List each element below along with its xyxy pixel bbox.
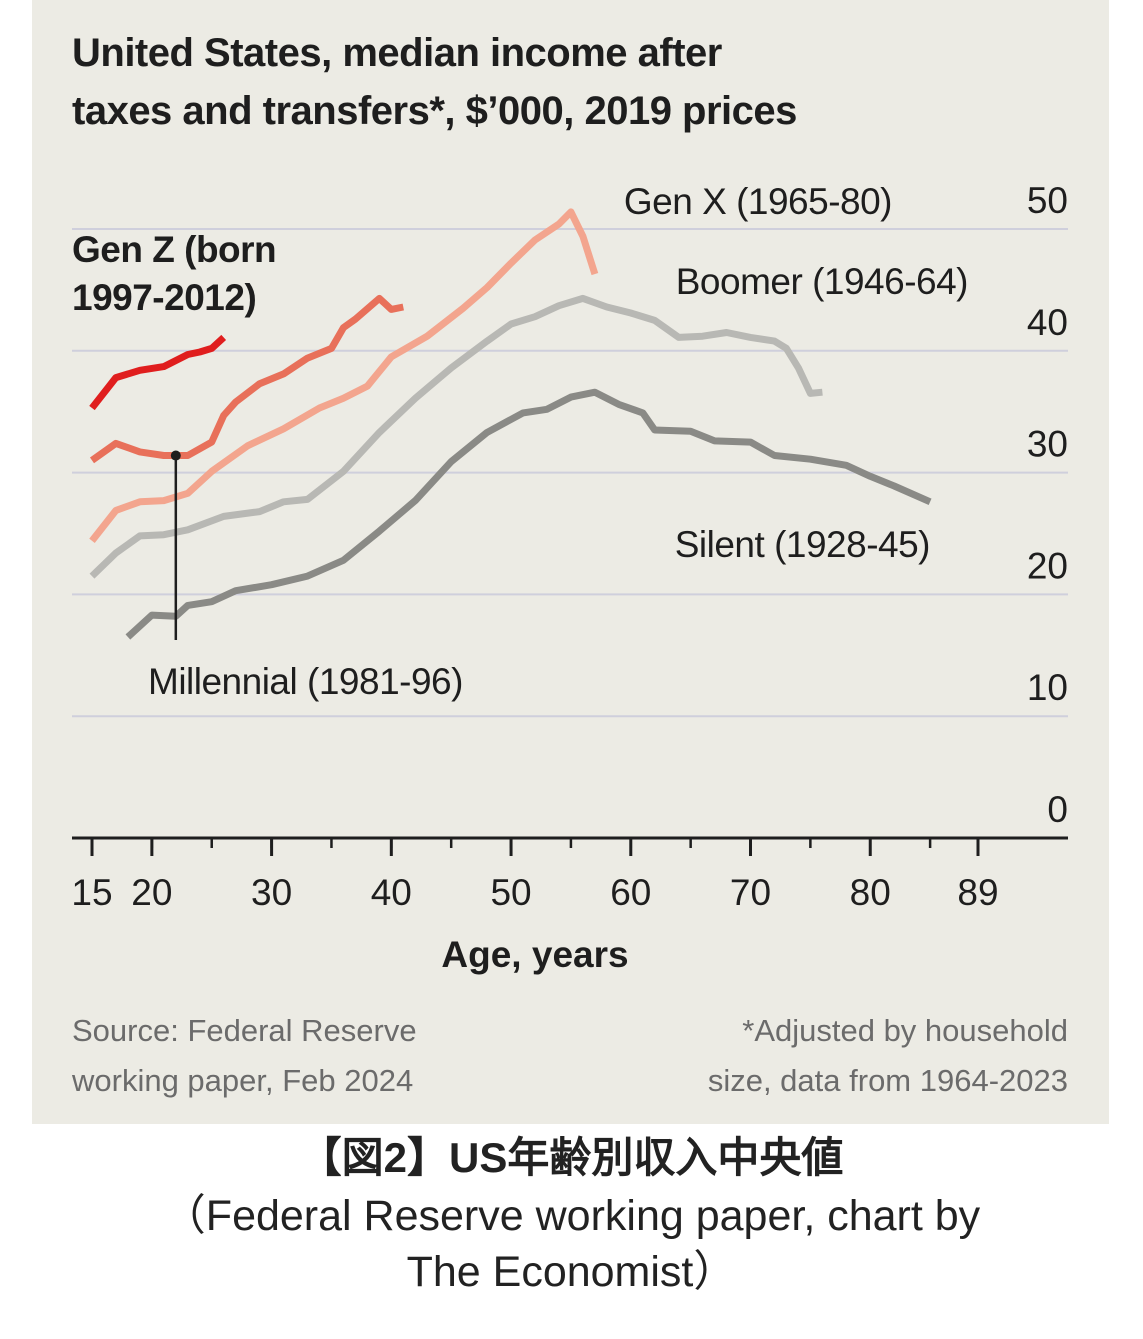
series-line-3 (89, 294, 404, 464)
series-line-0 (125, 388, 932, 640)
series-label-4-line-2: 1997-2012) (72, 277, 256, 318)
chart-title-line-1: United States, median income after (72, 31, 722, 75)
line-chart: 0 10 20 30 40 50 15 20 30 40 50 60 70 80 89 Silent (192… (71, 180, 1068, 913)
figure-caption: 【図2】US年齢別収入中央値 （Federal Reserve working … (0, 1128, 1143, 1300)
chart-title-line-2: taxes and transfers*, $’000, 2019 prices (72, 89, 797, 133)
series-line-2 (89, 208, 599, 543)
x-tick-label-40: 40 (371, 872, 412, 913)
y-tick-label-10: 10 (1027, 667, 1068, 708)
footnote-line-2: size, data from 1964-2023 (707, 1063, 1068, 1098)
series-label-3-line-1: Millennial (1981-96) (148, 661, 463, 702)
y-tick-label-50: 50 (1027, 180, 1068, 221)
chart-title: United States, median income after taxes… (72, 24, 972, 140)
y-tick-label-20: 20 (1027, 545, 1068, 586)
series-line-1 (89, 294, 823, 579)
y-tick-label-0: 0 (1047, 789, 1068, 830)
series-label-1-line-1: Boomer (1946-64) (676, 261, 968, 302)
footnote: *Adjusted by household size, data from 1… (708, 1006, 1068, 1106)
y-tick-label-30: 30 (1027, 424, 1068, 465)
x-tick-label-60: 60 (610, 872, 651, 913)
caption-subtitle-line-2: The Economist） (406, 1248, 737, 1296)
series-label-0-line-1: Silent (1928-45) (675, 524, 930, 565)
series-line-4 (89, 334, 227, 411)
x-tick-label-20: 20 (131, 872, 172, 913)
caption-subtitle: （Federal Reserve working paper, chart by… (0, 1188, 1143, 1300)
source-note: Source: Federal Reserve working paper, F… (72, 1006, 417, 1106)
caption-subtitle-line-1: （Federal Reserve working paper, chart by (162, 1192, 981, 1240)
x-tick-label-30: 30 (251, 872, 292, 913)
chart-panel (32, 0, 1109, 1124)
x-tick-label-15: 15 (71, 872, 112, 913)
y-tick-label-40: 40 (1027, 302, 1068, 343)
x-tick-label-89: 89 (957, 872, 998, 913)
series-label-4-line-1: Gen Z (born (72, 229, 276, 270)
series-label-2-line-1: Gen X (1965-80) (624, 181, 892, 222)
source-line-2: working paper, Feb 2024 (72, 1063, 414, 1098)
millennial-pointer-dot (170, 450, 181, 461)
x-tick-label-80: 80 (850, 872, 891, 913)
x-tick-label-70: 70 (730, 872, 771, 913)
source-line-1: Source: Federal Reserve (72, 1013, 417, 1048)
caption-title: 【図2】US年齢別収入中央値 (299, 1134, 844, 1181)
x-axis-label: Age, years (441, 934, 629, 975)
x-tick-label-50: 50 (490, 872, 531, 913)
footnote-line-1: *Adjusted by household (742, 1013, 1068, 1048)
